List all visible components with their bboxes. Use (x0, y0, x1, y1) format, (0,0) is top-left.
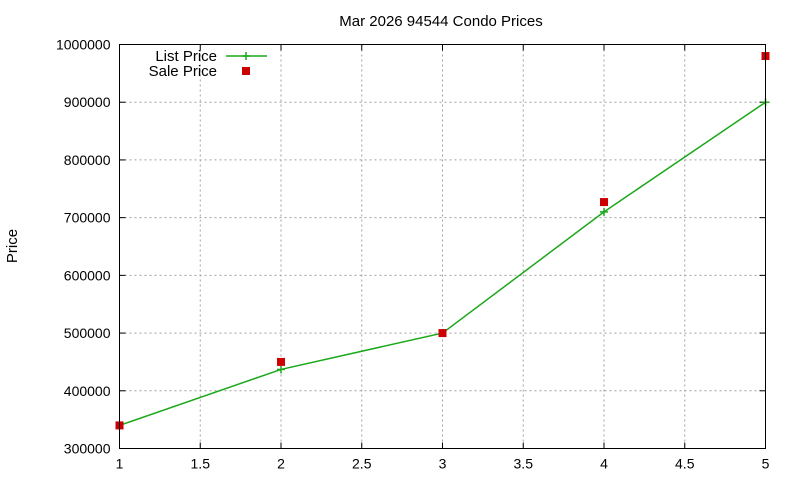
y-axis-label: Price (4, 229, 21, 263)
x-tick-label: 1 (116, 456, 124, 472)
y-tick-label: 700000 (64, 210, 111, 226)
y-tick-label: 300000 (64, 441, 111, 457)
sale-price-point (277, 357, 285, 366)
legend-swatch-square (242, 67, 250, 75)
list-price-point (277, 365, 285, 374)
x-tick-label: 1.5 (191, 456, 211, 472)
grid (119, 44, 766, 449)
y-tick-label: 600000 (64, 267, 111, 283)
y-tick-label: 500000 (64, 325, 111, 341)
chart-title: Mar 2026 94544 Condo Prices (339, 13, 542, 30)
sale-price-point (438, 329, 447, 338)
x-tick-label: 3.5 (514, 456, 534, 472)
y-tick-label: 400000 (64, 383, 111, 399)
y-tick-label: 800000 (64, 152, 111, 168)
x-tick-label: 4 (600, 456, 608, 472)
axis-ticks: 300000 400000 500000 600000 700000 800000 9000… (56, 37, 770, 472)
legend-label: List Price (155, 48, 217, 65)
list-price-point (600, 207, 608, 216)
x-tick-label: 3 (439, 456, 447, 472)
x-tick-label: 2 (277, 456, 285, 472)
sale-price-point (600, 198, 608, 207)
legend-label: Sale Price (149, 63, 217, 80)
plot-frame (119, 44, 766, 449)
y-tick-label: 900000 (64, 94, 111, 110)
y-tick-label: 1000000 (56, 37, 111, 53)
list-price-point (242, 52, 250, 60)
x-tick-label: 2.5 (352, 456, 372, 472)
x-tick-label: 4.5 (675, 456, 695, 472)
x-tick-label: 5 (762, 456, 770, 472)
